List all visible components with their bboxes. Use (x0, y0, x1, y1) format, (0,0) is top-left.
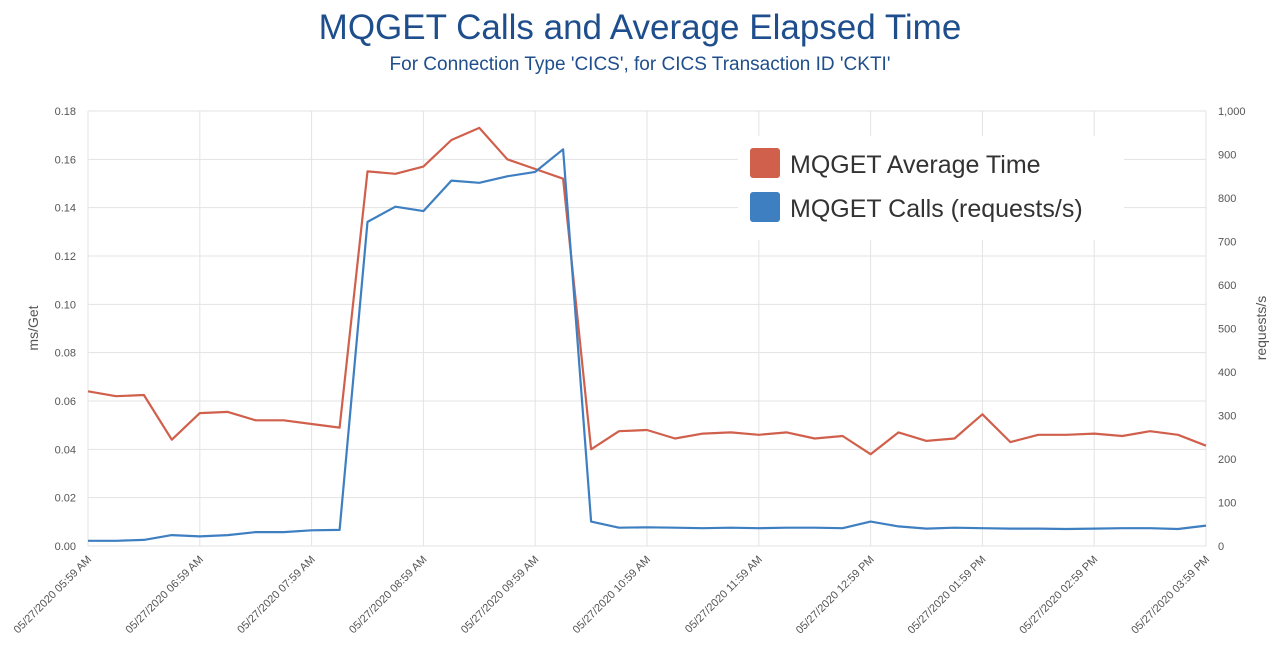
left-tick-label: 0.06 (55, 396, 76, 408)
left-tick-label: 0.08 (55, 348, 76, 360)
series-line (87, 126, 1207, 456)
left-tick-label: 0.16 (55, 154, 76, 166)
right-axis-ticks: 0 100 200 300 400 500 600 700 800 900 1,000 (1218, 106, 1246, 553)
x-tick-label: 05/27/2020 06:59 AM (123, 554, 205, 636)
right-tick-label: 700 (1218, 237, 1236, 249)
right-tick-label: 800 (1218, 193, 1236, 205)
right-tick-label: 500 (1218, 324, 1236, 336)
left-tick-label: 0.12 (55, 251, 76, 263)
x-tick-label: 05/27/2020 07:59 AM (235, 554, 317, 636)
left-tick-label: 0.04 (55, 444, 76, 456)
x-tick-label: 05/27/2020 02:59 PM (1017, 554, 1100, 637)
right-tick-label: 400 (1218, 367, 1236, 379)
left-tick-label: 0.00 (55, 541, 76, 553)
x-tick-label: 05/27/2020 09:59 AM (459, 554, 541, 636)
x-tick-label: 05/27/2020 03:59 PM (1129, 554, 1212, 637)
right-tick-label: 100 (1218, 498, 1236, 510)
left-tick-label: 0.02 (55, 493, 76, 505)
left-axis-ticks: 0.00 0.02 0.04 0.06 0.08 0.10 0.12 0.14 0.16 0.18 (55, 106, 76, 553)
legend-swatch (750, 148, 780, 178)
x-tick-label: 05/27/2020 10:59 AM (571, 554, 653, 636)
right-axis-title: requests/s (1253, 296, 1269, 361)
x-tick-label: 05/27/2020 08:59 AM (347, 554, 429, 636)
right-tick-label: 300 (1218, 411, 1236, 423)
legend-swatch (750, 192, 780, 222)
x-tick-label: 05/27/2020 12:59 PM (794, 554, 877, 637)
x-tick-label: 05/27/2020 01:59 PM (906, 554, 989, 637)
right-tick-label: 900 (1218, 150, 1236, 162)
x-axis-ticks: 05/27/2020 05:59 AM 05/27/2020 06:59 AM 05… (12, 554, 1212, 637)
x-tick-label: 05/27/2020 11:59 AM (683, 554, 765, 636)
legend: MQGET Average Time MQGET Calls (requests/… (738, 136, 1124, 240)
left-tick-label: 0.14 (55, 203, 76, 215)
right-tick-label: 0 (1218, 541, 1224, 553)
left-tick-label: 0.10 (55, 299, 76, 311)
legend-label: MQGET Calls (requests/s) (790, 195, 1083, 223)
left-axis-title: ms/Get (25, 305, 41, 350)
series-lines (87, 126, 1207, 542)
legend-label: MQGET Average Time (790, 151, 1041, 179)
legend-box (738, 136, 1124, 240)
right-tick-label: 1,000 (1218, 106, 1246, 118)
x-tick-label: 05/27/2020 05:59 AM (12, 554, 94, 636)
right-tick-label: 200 (1218, 454, 1236, 466)
chart-subtitle: For Connection Type 'CICS', for CICS Tra… (389, 54, 891, 75)
left-tick-label: 0.18 (55, 106, 76, 118)
right-tick-label: 600 (1218, 280, 1236, 292)
chart-title: MQGET Calls and Average Elapsed Time (318, 8, 962, 47)
series-line (88, 148, 1207, 542)
